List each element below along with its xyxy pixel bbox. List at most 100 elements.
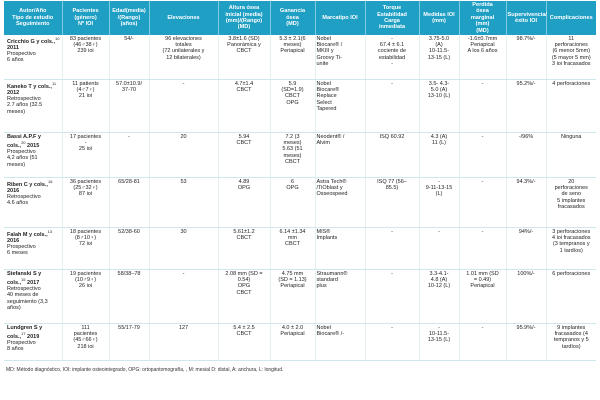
header-line: (MD) (237, 24, 251, 31)
header-line: (MD) (476, 27, 489, 34)
age-cell: 52/38-60 (109, 227, 150, 271)
cell-line: Osseospeed (316, 191, 348, 198)
cell-line: MIS® (316, 229, 331, 236)
cell-line: CBCT (285, 158, 300, 165)
patients-cell: 111 pacientes (45♂66♀) 218 ioi (62, 323, 110, 362)
cell-line: CBCT (285, 241, 300, 248)
cell-line: - (182, 81, 185, 88)
cell-line: CBCT (236, 87, 252, 94)
cell-line: Groovy Ti- (316, 54, 342, 61)
measures-cell: 3.3-4.1- 4.8 (A) 10-12 (L) (419, 269, 460, 325)
cell-line: 5.94 (238, 134, 250, 141)
cell-line: 6.14 ±1.34 (279, 229, 306, 236)
table-body: Cricchio G y cols.,10 2011 Prospectivo 6 a… (4, 35, 596, 362)
author-year: 2011 (7, 45, 19, 52)
header-initial-height: Altura ósea inicial (media) (mm)/(Rango) (M… (218, 1, 271, 36)
cell-line: perforaciones (554, 185, 588, 192)
cell-line: - (391, 229, 393, 236)
height-cell: 5.4 ± 2.5 CBCT (218, 323, 271, 362)
cell-line: Biocare® /- (316, 331, 345, 338)
study-line: meses) (7, 161, 26, 168)
cell-line: - (481, 81, 484, 88)
height-cell: 2.08 mm (SD = 0.54) OPG CBCT (218, 269, 271, 325)
cell-line: 11 patients (72, 81, 99, 88)
height-cell: 4.89 OPG (218, 177, 271, 229)
header-line: ósea (476, 8, 489, 15)
cell-line: 239 ioi (77, 48, 94, 55)
age-cell: 57.0±10.9/37-70 (109, 79, 150, 134)
table-row: Falah M y cols.,13 2016 Prospectivo 6 mese… (4, 227, 596, 271)
study-line: 40 meses de (7, 292, 39, 299)
header-line: (MD) (286, 21, 299, 28)
cell-line: 5.63 (51 (282, 146, 303, 153)
header-line: inicial (media) (225, 11, 263, 18)
gain-cell: 5.3 ± 2.1(6 meses) Periapical (270, 35, 316, 81)
cell-line: - (391, 60, 393, 67)
cell-line: (L) (435, 191, 443, 198)
cell-line: 4.75 mm (281, 271, 304, 278)
header-line: inmediata (378, 24, 406, 31)
header-line: Autor/Año (19, 8, 47, 15)
cell-line: -1.6±0.7mm (467, 36, 498, 43)
cell-line: pacientes (73, 331, 98, 338)
cell-line: OPG (286, 99, 299, 106)
cell-line: - (391, 271, 393, 278)
header-torque: Torque Estabilidad Carga inmediata (365, 1, 420, 36)
cell-line: 85.5) (385, 185, 399, 192)
cell-line: 5 implantes (557, 197, 586, 204)
cell-line: meses) (283, 42, 302, 49)
study-line: Prospectivo (7, 244, 36, 251)
cell-line: 5.3 ± 2.1(6 (279, 36, 306, 43)
cell-line: 4.0 ± 2.0 (281, 325, 304, 332)
patients-cell: 18 pacientes (8♂10♀) 72 ioi (62, 227, 110, 271)
loss-cell: - (459, 132, 507, 179)
header-line: Perdida (472, 2, 493, 8)
cell-line: 4 ioi fracasados (551, 235, 591, 242)
cell-line: 4.8 (A) (430, 277, 448, 284)
author-name: Riben C y cols.,16 2016 (7, 179, 61, 194)
patients-cell: 11 patients (4♂7♀) 21 ioi (62, 79, 110, 134)
cell-line: 111 (81, 325, 90, 332)
cell-line: 67.4 ± 6.1 (379, 42, 405, 49)
header-line: (género) (74, 14, 97, 21)
author-cell: Riben C y cols.,16 2016 Retrospectivo 4.6 … (4, 177, 63, 229)
torque-cell: - (365, 79, 420, 134)
cell-line: 96 elevaciones (165, 36, 202, 43)
cell-line: 3 ioi fracasados (551, 60, 591, 67)
cell-line: (25♂32♀) (73, 185, 98, 192)
author-text: Falah M y cols., (7, 231, 48, 238)
table-row: Riben C y cols.,16 2016 Retrospectivo 4.6 … (4, 177, 596, 229)
cell-line: totales (175, 42, 192, 49)
loss-cell: - (459, 323, 507, 362)
reference-number: 16 (47, 179, 53, 185)
cell-line: Nobel (316, 81, 331, 88)
cell-line: Biocare® / (316, 42, 343, 49)
cell-line: 1.01 mm (SD (466, 271, 499, 278)
cell-line: Nobel (316, 325, 331, 332)
cell-line: MKIII y (316, 48, 334, 55)
cell-line: (SD=1.9) (281, 87, 304, 94)
cell-line: 9 implantes (557, 325, 586, 332)
elevations-cell: - (149, 269, 219, 325)
table-row: Lundgren S y cols.,17 2019 Prospectivo 8 a… (4, 323, 596, 362)
patients-cell: 19 pacientes (10♂9♀) 26 ioi (62, 269, 110, 325)
studies-table: Autor/Año Tipo de estudio Seguimiento Pacie… (4, 1, 596, 362)
header-line: Altura ósea (228, 5, 260, 12)
cell-line: 5.61±1.2 (233, 229, 255, 236)
cell-line: Replace (316, 93, 337, 100)
cell-line: CBCT (285, 93, 300, 100)
cell-line: - (481, 179, 484, 186)
author-name: Bassi A.P.F y cols.,20 2015 (7, 134, 61, 149)
cell-line: ISQ 60.92 (379, 134, 405, 141)
survival-cell: 94.3%/- (506, 177, 547, 229)
cell-line: 3.3-4.1- (429, 271, 449, 278)
age-cell: 65/28-81 (109, 177, 150, 229)
author-text: Kaneko T y cols., (7, 83, 52, 90)
cell-line: 4.7±1.4 (234, 81, 254, 88)
cell-line: Nobel (316, 36, 331, 43)
elevations-cell: 127 (149, 323, 219, 362)
cell-line: 36 pacientes (69, 179, 102, 186)
header-line: Marcatipo IOI (322, 14, 358, 21)
cell-line: 94%/- (518, 229, 534, 236)
loss-cell: - (459, 79, 507, 134)
